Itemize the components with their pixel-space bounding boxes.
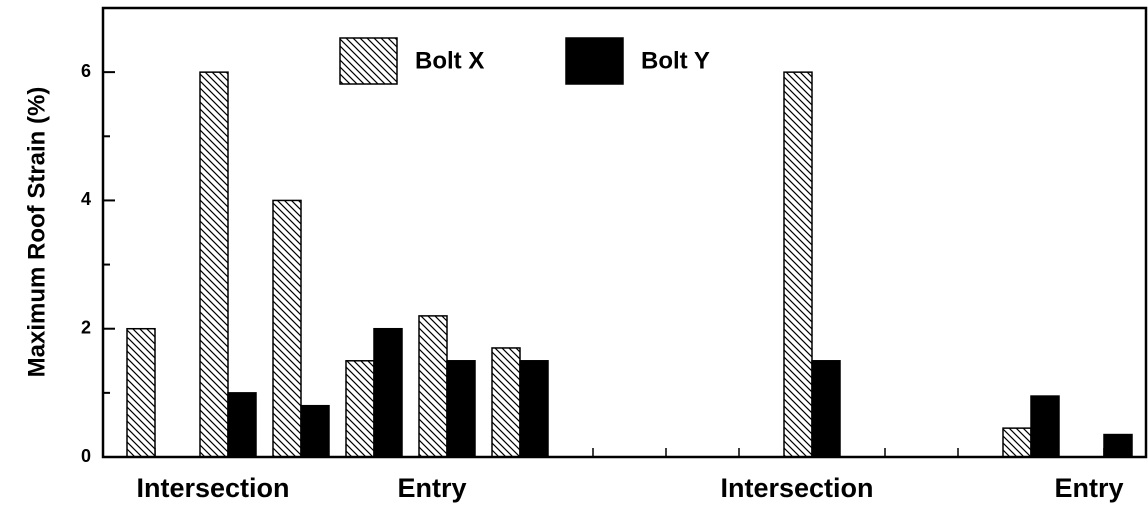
bar — [1103, 433, 1133, 458]
legend-swatch — [565, 37, 624, 85]
bar — [1030, 395, 1060, 458]
plot-frame — [101, 6, 1148, 459]
bar — [811, 360, 841, 458]
bar — [1002, 427, 1032, 458]
x-tick-label: Entry — [1054, 473, 1123, 503]
bar — [519, 360, 549, 458]
y-tick-label: 2 — [81, 317, 91, 337]
x-tick-label: Entry — [397, 473, 466, 503]
y-tick-label: 0 — [81, 446, 91, 466]
bar — [126, 327, 156, 458]
legend-label: Bolt X — [415, 47, 484, 74]
legend-swatch — [339, 37, 398, 85]
bar — [418, 315, 448, 458]
bar — [373, 327, 403, 458]
legend-label: Bolt Y — [641, 47, 710, 74]
y-tick-label: 4 — [81, 189, 91, 209]
bar — [300, 404, 330, 458]
bar — [345, 360, 375, 458]
x-tick-label: Intersection — [720, 473, 873, 503]
y-axis-title: Maximum Roof Strain (%) — [23, 87, 50, 378]
bar — [272, 199, 302, 458]
bar — [227, 392, 257, 458]
y-tick-label: 6 — [81, 61, 91, 81]
bar — [783, 71, 813, 458]
bar — [199, 71, 229, 458]
bar — [446, 360, 476, 458]
x-tick-label: Intersection — [136, 473, 289, 503]
bar — [491, 347, 521, 458]
